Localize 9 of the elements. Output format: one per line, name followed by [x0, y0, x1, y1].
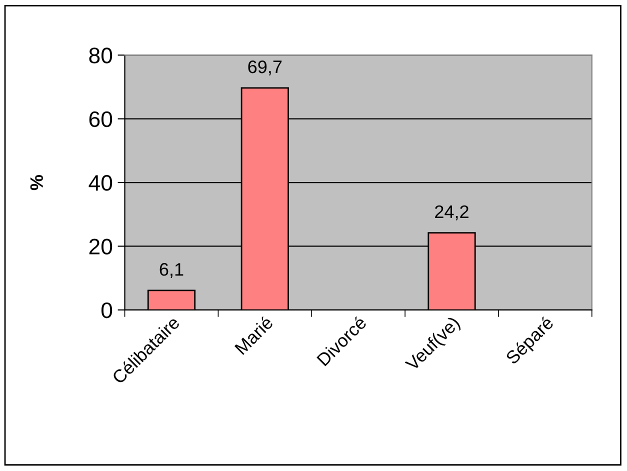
y-tick-label: 40 [88, 175, 112, 191]
y-tick-label: 80 [89, 48, 112, 64]
data-label: 6,1 [160, 263, 184, 278]
y-tick-label: 60 [89, 111, 112, 128]
y-tick-label: 20 [89, 238, 112, 254]
y-tick-label: 0 [101, 302, 112, 318]
data-label: 69,7 [248, 60, 282, 76]
data-label: 24,2 [435, 205, 468, 220]
y-axis-title: % [30, 174, 43, 190]
